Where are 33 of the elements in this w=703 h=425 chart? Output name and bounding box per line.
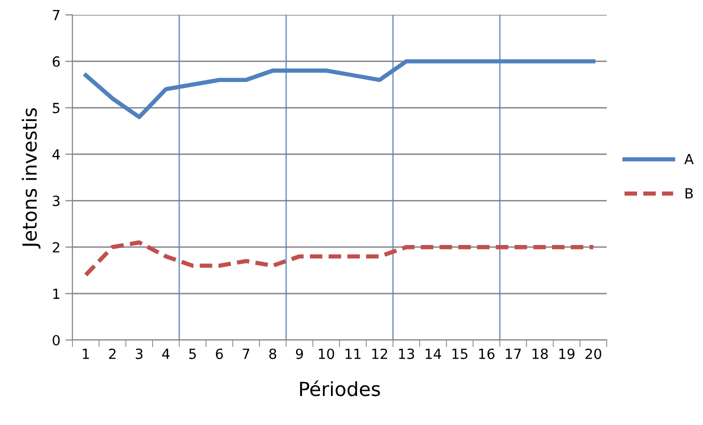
x-tick-label: 16 bbox=[479, 348, 494, 360]
legend-label: B bbox=[686, 188, 693, 198]
line-series bbox=[84, 240, 596, 278]
y-tick-label: 2 bbox=[52, 242, 60, 252]
x-tick-label: 10 bbox=[318, 348, 334, 360]
x-tick-label: 1 bbox=[82, 348, 89, 359]
x-tick-label: 20 bbox=[586, 348, 602, 360]
x-tick-label: 18 bbox=[532, 348, 548, 360]
x-tick-label: 9 bbox=[296, 348, 303, 360]
x-tick-label: 2 bbox=[109, 348, 116, 359]
x-tick-label: 4 bbox=[162, 348, 170, 359]
x-tick-label: 11 bbox=[346, 348, 360, 359]
y-axis-title: Jetons investis bbox=[22, 108, 41, 249]
y-tick-label: 7 bbox=[52, 10, 60, 20]
y-tick-label: 4 bbox=[52, 149, 60, 160]
x-tick-label: 8 bbox=[269, 348, 276, 360]
x-tick-label: 12 bbox=[372, 348, 388, 359]
x-tick-label: 3 bbox=[136, 348, 142, 360]
x-tick-label: 5 bbox=[189, 348, 196, 360]
y-tick-label: 3 bbox=[52, 196, 60, 206]
legend-label: A bbox=[684, 154, 694, 164]
y-tick-label: 6 bbox=[52, 56, 60, 67]
x-tick-label: 14 bbox=[426, 348, 442, 359]
x-tick-label: 13 bbox=[399, 348, 414, 360]
x-axis-title: Périodes bbox=[300, 380, 380, 396]
y-tick-label: 0 bbox=[52, 334, 60, 346]
x-tick-label: 19 bbox=[559, 348, 574, 360]
x-tick-label: 6 bbox=[216, 348, 223, 360]
y-tick-label: 1 bbox=[53, 288, 60, 299]
x-tick-label: 17 bbox=[506, 348, 521, 359]
y-tick-label: 5 bbox=[52, 102, 60, 114]
x-tick-label: 7 bbox=[242, 348, 250, 359]
x-tick-label: 15 bbox=[452, 348, 468, 360]
